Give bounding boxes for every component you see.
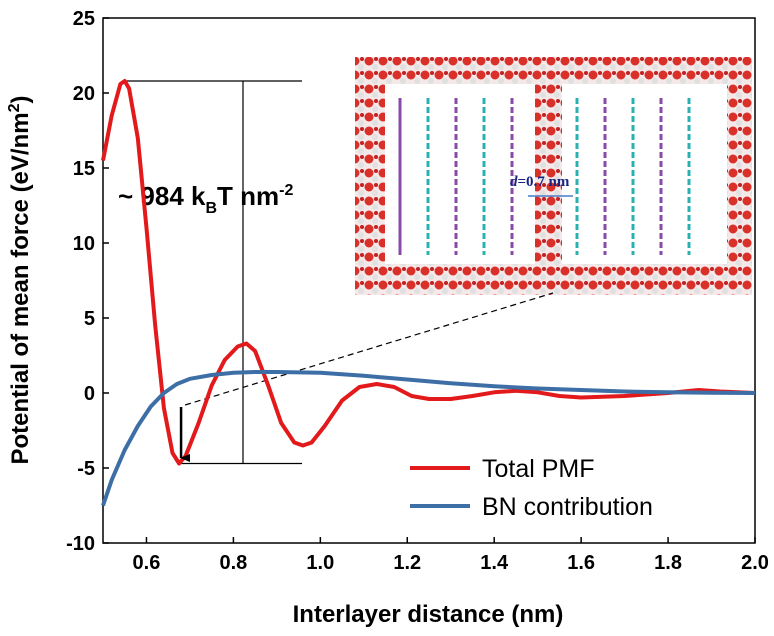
x-tick-label: 1.2 [393,552,421,574]
plot-frame [102,17,756,544]
y-tick-label: 20 [73,83,95,105]
annotation: ~ 984 kBT nm-2 [118,181,293,217]
inset-label-rest: =0.7 nm [518,174,570,190]
annotation-sup: -2 [279,182,293,199]
pointer-dashed [184,292,554,406]
annotation-sub: B [205,200,217,217]
series-line [101,79,756,466]
x-tick-label: 1.8 [654,552,682,574]
y-label-end: ) [7,96,34,104]
x-axis-label: Interlayer distance (nm) [293,601,564,628]
legend-label: Total PMF [482,455,595,483]
annotation-mid: T nm [217,181,279,211]
y-tick-label: -5 [77,458,95,480]
x-tick-label: 1.6 [567,552,595,574]
x-tick-label: 0.8 [219,552,247,574]
inset-image [355,57,752,295]
series-line [101,370,756,507]
x-tick-label: 0.6 [133,552,161,574]
y-tick-label: 5 [84,308,95,330]
inset-label-var: d [510,174,518,190]
legend-label: BN contribution [482,493,653,521]
y-tick-label: -10 [66,533,95,555]
inset-label: d=0.7 nm [510,174,570,190]
y-label-sup: 2 [6,103,23,112]
y-tick-label: 15 [73,158,95,180]
y-tick-label: 10 [73,233,95,255]
y-label-text: Potential of mean force (eV/nm [7,112,34,464]
y-tick-label: 25 [73,8,95,30]
x-tick-label: 1.0 [306,552,334,574]
y-axis-label: Potential of mean force (eV/nm2) [6,96,34,465]
x-tick-label: 1.4 [480,552,509,574]
y-tick-label: 0 [84,383,95,405]
annotation-pre: ~ 984 k [118,181,206,211]
x-tick-label: 2.0 [741,552,769,574]
